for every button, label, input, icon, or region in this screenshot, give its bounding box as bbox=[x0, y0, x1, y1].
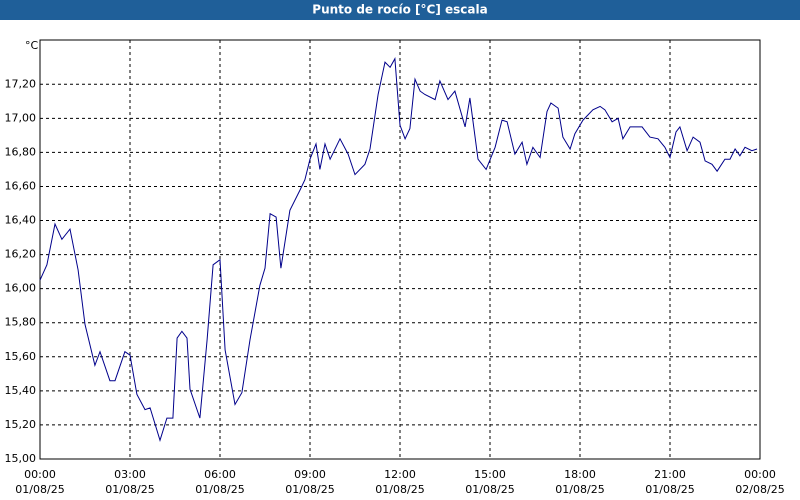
y-tick-label: 16,00 bbox=[5, 282, 37, 295]
y-tick-label: 17,20 bbox=[5, 77, 37, 90]
x-tick-date: 01/08/25 bbox=[645, 483, 694, 496]
y-tick-label: 15,40 bbox=[5, 384, 37, 397]
y-axis-unit: °C bbox=[25, 39, 39, 52]
y-tick-label: 16,60 bbox=[5, 179, 37, 192]
x-tick-date: 01/08/25 bbox=[15, 483, 64, 496]
y-tick-label: 15,60 bbox=[5, 350, 37, 363]
y-tick-label: 15,00 bbox=[5, 452, 37, 465]
x-tick-label: 12:00 bbox=[384, 468, 416, 481]
title-bar bbox=[0, 0, 800, 20]
x-tick-date: 01/08/25 bbox=[375, 483, 424, 496]
x-tick-label: 00:00 bbox=[24, 468, 56, 481]
x-tick-label: 09:00 bbox=[294, 468, 326, 481]
y-tick-label: 15,80 bbox=[5, 316, 37, 329]
y-tick-label: 16,80 bbox=[5, 145, 37, 158]
x-tick-label: 21:00 bbox=[654, 468, 686, 481]
x-tick-date: 01/08/25 bbox=[465, 483, 514, 496]
x-tick-label: 00:00 bbox=[744, 468, 776, 481]
x-tick-label: 06:00 bbox=[204, 468, 236, 481]
y-tick-label: 15,20 bbox=[5, 418, 37, 431]
x-tick-date: 01/08/25 bbox=[285, 483, 334, 496]
x-tick-date: 01/08/25 bbox=[195, 483, 244, 496]
plot-border bbox=[39, 39, 761, 460]
x-tick-label: 03:00 bbox=[114, 468, 146, 481]
x-tick-date: 01/08/25 bbox=[105, 483, 154, 496]
y-tick-label: 16,20 bbox=[5, 248, 37, 261]
data-line bbox=[39, 57, 758, 442]
x-tick-date: 01/08/25 bbox=[555, 483, 604, 496]
y-tick-label: 17,00 bbox=[5, 111, 37, 124]
x-tick-label: 15:00 bbox=[474, 468, 506, 481]
x-tick-date: 02/08/25 bbox=[735, 483, 784, 496]
chart-title: Punto de rocío [°C] escala bbox=[312, 3, 487, 17]
y-tick-label: 16,40 bbox=[5, 214, 37, 227]
x-tick-label: 18:00 bbox=[564, 468, 596, 481]
